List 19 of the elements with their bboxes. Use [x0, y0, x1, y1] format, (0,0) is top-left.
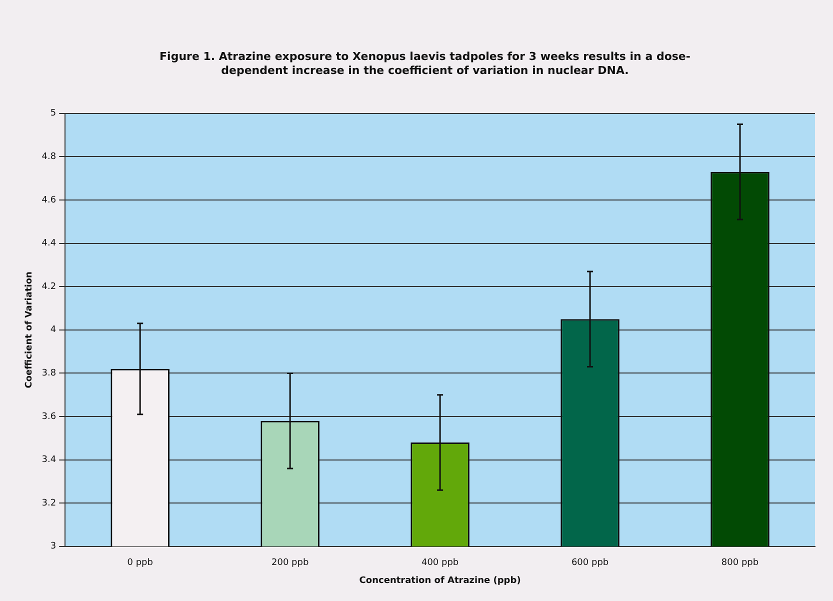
y-tick-label: 4.2: [42, 282, 56, 292]
x-tick-label: 0 ppb: [127, 558, 154, 568]
y-tick-label: 4.4: [42, 238, 56, 249]
y-tick-label: 4.8: [42, 152, 56, 162]
x-axis-title: Concentration of Atrazine (ppb): [359, 576, 521, 586]
y-tick-label: 3.8: [42, 368, 56, 379]
y-tick-label: 3.6: [42, 412, 56, 422]
x-tick-label: 600 ppb: [571, 558, 609, 568]
y-tick-label: 3.4: [42, 455, 56, 466]
y-tick-label: 3.2: [42, 498, 56, 508]
chart-title: Figure 1. Atrazine exposure to Xenopus laevis tadpoles for 3 weeks results in a dose-dependent increase in the coefficient of variation in nuclear DNA.: [158, 50, 692, 78]
x-tick-label: 200 ppb: [271, 558, 309, 568]
y-tick-label: 5: [50, 108, 56, 119]
x-tick-label: 400 ppb: [421, 558, 459, 568]
x-tick-label: 800 ppb: [721, 558, 759, 568]
y-tick-label: 4: [50, 325, 56, 336]
y-tick-label: 4.6: [42, 195, 56, 206]
y-tick-label: 3: [50, 542, 56, 552]
y-axis-title: Coefficient of Variation: [24, 272, 35, 388]
